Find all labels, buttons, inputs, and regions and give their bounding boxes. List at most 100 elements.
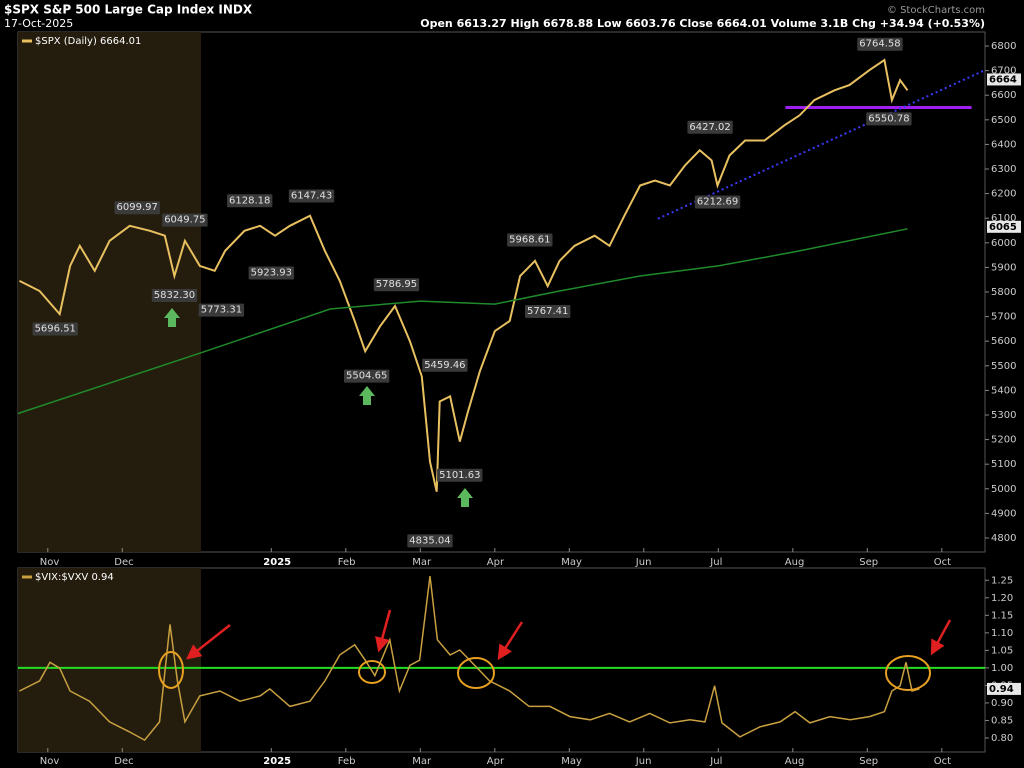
y-tick-label: 6700 [991, 66, 1016, 77]
y-tick-label: 6000 [991, 238, 1016, 249]
annotation: 5504.65 [343, 369, 390, 383]
annotation-label: 5101.63 [439, 470, 480, 481]
annotation: 5968.61 [507, 233, 553, 247]
annotation: 6212.69 [694, 195, 741, 209]
annotation-box [343, 369, 390, 383]
annotation-box [227, 194, 273, 208]
red-arrow [186, 624, 231, 660]
y-tick-label: 1.20 [991, 593, 1013, 604]
x-tick-label: Jun [635, 756, 652, 767]
series-line [19, 576, 920, 742]
y-tick-label: 6100 [991, 213, 1016, 224]
y-tick-label: 0.80 [991, 733, 1013, 744]
x-tick-label: Apr [487, 756, 505, 767]
axis-tag [987, 73, 1021, 86]
annotation-box [422, 358, 468, 372]
annotation-label: 5968.61 [509, 235, 550, 246]
annotation-box [687, 120, 733, 134]
annotation-label: 5696.51 [35, 323, 76, 334]
x-tick-label: 2025 [263, 756, 291, 767]
x-tick-label: May [561, 756, 582, 767]
y-tick-label: 6200 [991, 189, 1016, 200]
annotation-box [162, 213, 208, 227]
annotation-box [866, 112, 912, 126]
x-tick-label: Feb [338, 557, 356, 568]
chart-title: $SPX S&P 500 Large Cap Index INDX [4, 3, 253, 17]
annotation-box [373, 278, 420, 292]
annotation-label: 6764.58 [859, 39, 900, 50]
red-arrow [930, 619, 952, 656]
x-tick-label: Aug [785, 557, 805, 568]
x-tick-label: Nov [40, 557, 60, 568]
annotation-label: 6427.02 [689, 122, 730, 133]
y-tick-label: 1.10 [991, 628, 1013, 639]
source: © StockCharts.com [887, 5, 985, 16]
annotation-box [114, 201, 160, 215]
series-line [19, 58, 909, 492]
y-tick-label: 5300 [991, 410, 1016, 421]
annotation-box [857, 37, 903, 51]
y-tick-label: 6400 [991, 139, 1016, 150]
annotation-label: 5767.41 [527, 306, 568, 317]
x-tick-label: Jul [709, 756, 722, 767]
annotation: 6147.43 [288, 189, 335, 203]
annotation-box [507, 233, 553, 247]
annotation-label: 5773.31 [201, 305, 242, 316]
y-tick-label: 5500 [991, 361, 1016, 372]
y-tick-label: 0.90 [991, 698, 1013, 709]
y-tick-label: 4800 [991, 533, 1016, 544]
x-tick-label: Nov [40, 756, 60, 767]
y-tick-label: 1.25 [991, 575, 1013, 586]
annotation: 4835.04 [407, 534, 453, 548]
x-tick-label: Dec [114, 557, 133, 568]
y-tick-label: 6500 [991, 115, 1016, 126]
annotation: 5832.30 [151, 289, 198, 303]
plot-layer: 4800 4900 5000 5100 5200 5300 5400 5500 5600 5700… [17, 36, 1021, 767]
annotation-box [198, 303, 245, 317]
y-tick-label: 0.85 [991, 715, 1013, 726]
axis-tag-label: 6065 [989, 222, 1017, 233]
x-tick-label: Oct [934, 756, 951, 767]
annotation: 5696.51 [32, 322, 78, 336]
y-tick-label: 6600 [991, 90, 1016, 101]
y-tick-label: 5600 [991, 336, 1016, 347]
y-tick-label: 1.15 [991, 610, 1013, 621]
annotation-box [694, 195, 741, 209]
axis-tag-label: 6664 [989, 74, 1017, 85]
annotation-label: 6550.78 [868, 113, 909, 124]
x-tick-label: Sep [859, 756, 878, 767]
annotation-label: 6099.97 [117, 202, 158, 213]
up-arrow [359, 386, 375, 405]
red-arrow [497, 621, 524, 661]
x-tick-label: 2025 [263, 557, 291, 568]
x-tick-label: Oct [934, 557, 951, 568]
annotation-box [288, 189, 335, 203]
highlight-circle [457, 657, 495, 689]
axis-tag-label: 0.94 [989, 684, 1014, 695]
up-arrow [457, 488, 473, 507]
annotation: 6049.75 [162, 213, 208, 227]
x-tick-label: Apr [487, 557, 505, 568]
y-tick-label: 1.05 [991, 645, 1013, 656]
annotation-box [32, 322, 78, 336]
x-tick-label: Dec [114, 756, 133, 767]
y-tick-label: 6300 [991, 164, 1016, 175]
legend-label: $SPX (Daily) 6664.01 [35, 36, 141, 47]
annotation-box [248, 266, 294, 280]
x-tick-label: Sep [859, 557, 878, 568]
annotation-label: 5786.95 [376, 279, 417, 290]
annotation: 6550.78 [866, 112, 912, 126]
annotation-box [407, 534, 453, 548]
series-line [17, 228, 908, 415]
up-arrow [164, 308, 180, 327]
x-tick-label: Jul [709, 557, 722, 568]
chart-date: 17-Oct-2025 [4, 17, 73, 30]
annotation: 5767.41 [525, 305, 571, 319]
y-tick-label: 5800 [991, 287, 1016, 298]
y-tick-label: 5100 [991, 459, 1016, 470]
annotation: 6099.97 [114, 201, 160, 215]
y-tick-label: 4900 [991, 508, 1016, 519]
y-tick-label: 5700 [991, 312, 1016, 323]
annotation-label: 5459.46 [424, 360, 465, 371]
